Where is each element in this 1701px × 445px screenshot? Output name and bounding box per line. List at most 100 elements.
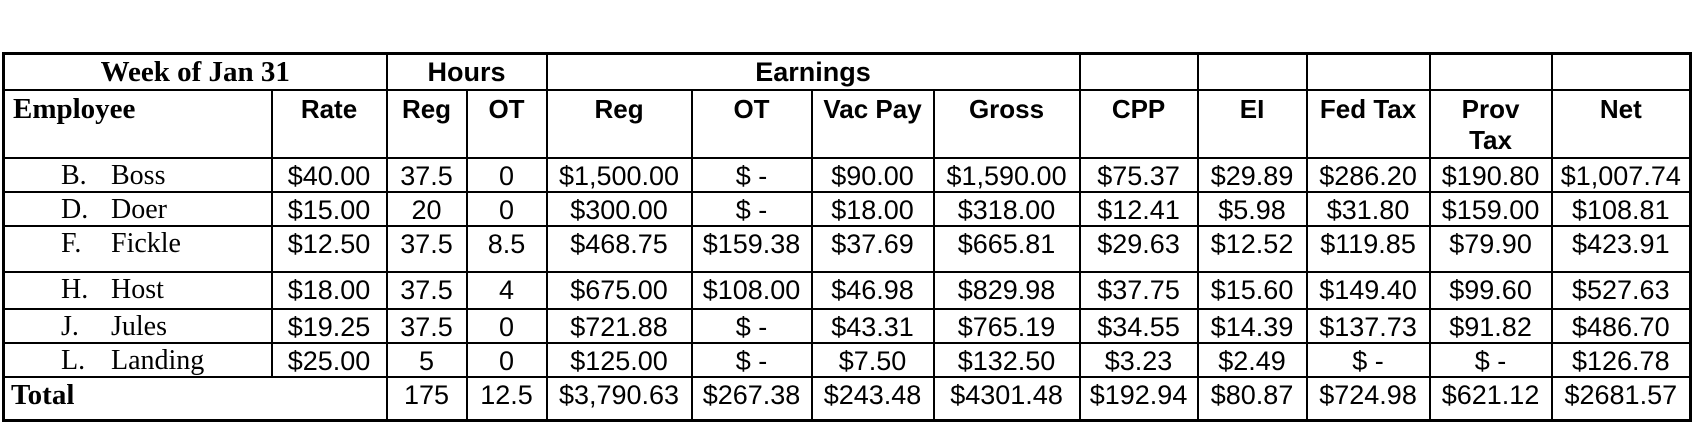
cell-gross: $829.98 (932, 270, 1081, 310)
total-label-cell: Total (2, 375, 388, 422)
employee-name: Host (111, 273, 164, 305)
cell-ei: $5.98 (1196, 190, 1308, 227)
cell-ot-hours: 0 (465, 341, 548, 378)
total-cell-ei: $80.87 (1196, 375, 1308, 422)
total-cell-fed-tax: $724.98 (1305, 375, 1431, 422)
col-header-fed-tax: Fed Tax (1305, 88, 1431, 159)
empty-header-cell (1550, 52, 1692, 91)
employee-name: Landing (111, 344, 205, 376)
cell-rate: $19.25 (270, 307, 388, 344)
employee-name: Doer (111, 193, 167, 225)
table-row: B. Boss $40.00 37.5 0 $1,500.00 $ - $90.00 $1,59… (2, 156, 1692, 193)
employee-name: Fickle (111, 227, 181, 259)
col-header-ot-hours: OT (465, 88, 548, 159)
table-row: D. Doer $15.00 20 0 $300.00 $ - $18.00 $318.00 $1… (2, 190, 1692, 227)
cell-reg-earnings: $721.88 (545, 307, 693, 344)
employee-initial: J. (61, 310, 79, 342)
col-header-ot-earnings: OT (690, 88, 813, 159)
employee-initial: H. (61, 273, 89, 305)
column-header-row: Employee Rate Reg OT Reg OT Vac Pay Gros… (2, 88, 1692, 159)
employee-initial: F. (61, 227, 82, 259)
payroll-table: Week of Jan 31 Hours Earnings Employee R… (2, 52, 1693, 422)
cell-fed-tax: $119.85 (1305, 224, 1431, 273)
total-cell-reg-earnings: $3,790.63 (545, 375, 693, 422)
col-header-cpp: CPP (1078, 88, 1199, 159)
table-row: J. Jules $19.25 37.5 0 $721.88 $ - $43.31 $765.1… (2, 307, 1692, 344)
cell-reg-hours: 20 (385, 190, 468, 227)
cell-prov-tax: $190.80 (1428, 156, 1553, 193)
cell-vac-pay: $43.31 (810, 307, 935, 344)
cell-rate: $12.50 (270, 224, 388, 273)
total-cell-ot-earnings: $267.38 (690, 375, 813, 422)
cell-gross: $765.19 (932, 307, 1081, 344)
cell-ei: $14.39 (1196, 307, 1308, 344)
col-header-employee: Employee (2, 88, 273, 159)
table-row: F. Fickle $12.50 37.5 8.5 $468.75 $159.38 $37.6… (2, 224, 1692, 273)
cell-ot-hours: 8.5 (465, 224, 548, 273)
col-header-gross: Gross (932, 88, 1081, 159)
empty-header-cell (1196, 52, 1308, 91)
cell-prov-tax: $159.00 (1428, 190, 1553, 227)
employee-cell: D. Doer (2, 190, 273, 227)
cell-rate: $25.00 (270, 341, 388, 378)
earnings-group-header: Earnings (545, 52, 1081, 91)
cell-prov-tax: $99.60 (1428, 270, 1553, 310)
cell-reg-earnings: $675.00 (545, 270, 693, 310)
cell-reg-hours: 37.5 (385, 156, 468, 193)
payroll-table-body: B. Boss $40.00 37.5 0 $1,500.00 $ - $90.00 $1,59… (2, 156, 1692, 422)
employee-initial: D. (61, 193, 89, 225)
cell-rate: $40.00 (270, 156, 388, 193)
cell-ei: $2.49 (1196, 341, 1308, 378)
cell-net: $108.81 (1550, 190, 1692, 227)
total-cell-vac-pay: $243.48 (810, 375, 935, 422)
cell-fed-tax: $149.40 (1305, 270, 1431, 310)
cell-rate: $15.00 (270, 190, 388, 227)
cell-ot-hours: 0 (465, 307, 548, 344)
col-header-prov-tax: Prov Tax (1428, 88, 1553, 159)
cell-prov-tax: $91.82 (1428, 307, 1553, 344)
cell-net: $486.70 (1550, 307, 1692, 344)
cell-ot-hours: 0 (465, 190, 548, 227)
cell-fed-tax: $ - (1305, 341, 1431, 378)
employee-name: Boss (111, 159, 166, 191)
cell-net: $423.91 (1550, 224, 1692, 273)
cell-gross: $132.50 (932, 341, 1081, 378)
group-header-row: Week of Jan 31 Hours Earnings (2, 52, 1692, 91)
cell-ot-hours: 4 (465, 270, 548, 310)
cell-reg-earnings: $300.00 (545, 190, 693, 227)
employee-cell: F. Fickle (2, 224, 273, 273)
cell-ot-earnings: $159.38 (690, 224, 813, 273)
cell-cpp: $29.63 (1078, 224, 1199, 273)
col-header-vac-pay: Vac Pay (810, 88, 935, 159)
cell-prov-tax: $ - (1428, 341, 1553, 378)
cell-cpp: $12.41 (1078, 190, 1199, 227)
cell-net: $126.78 (1550, 341, 1692, 378)
cell-ei: $15.60 (1196, 270, 1308, 310)
cell-cpp: $34.55 (1078, 307, 1199, 344)
cell-ot-earnings: $ - (690, 156, 813, 193)
employee-cell: B. Boss (2, 156, 273, 193)
total-cell-prov-tax: $621.12 (1428, 375, 1553, 422)
employee-initial: B. (61, 159, 87, 191)
cell-cpp: $3.23 (1078, 341, 1199, 378)
employee-name: Jules (111, 310, 167, 342)
cell-vac-pay: $46.98 (810, 270, 935, 310)
empty-header-cell (1078, 52, 1199, 91)
employee-cell: L. Landing (2, 341, 273, 378)
cell-ot-earnings: $ - (690, 190, 813, 227)
employee-cell: J. Jules (2, 307, 273, 344)
cell-ot-earnings: $108.00 (690, 270, 813, 310)
total-cell-gross: $4301.48 (932, 375, 1081, 422)
cell-vac-pay: $90.00 (810, 156, 935, 193)
total-cell-ot-hours: 12.5 (465, 375, 548, 422)
cell-reg-hours: 5 (385, 341, 468, 378)
table-row: H. Host $18.00 37.5 4 $675.00 $108.00 $46.98 $82… (2, 270, 1692, 310)
cell-ei: $12.52 (1196, 224, 1308, 273)
table-row: L. Landing $25.00 5 0 $125.00 $ - $7.50 $132.50 $… (2, 341, 1692, 378)
cell-reg-hours: 37.5 (385, 224, 468, 273)
empty-header-cell (1305, 52, 1431, 91)
cell-fed-tax: $286.20 (1305, 156, 1431, 193)
cell-gross: $1,590.00 (932, 156, 1081, 193)
cell-vac-pay: $18.00 (810, 190, 935, 227)
